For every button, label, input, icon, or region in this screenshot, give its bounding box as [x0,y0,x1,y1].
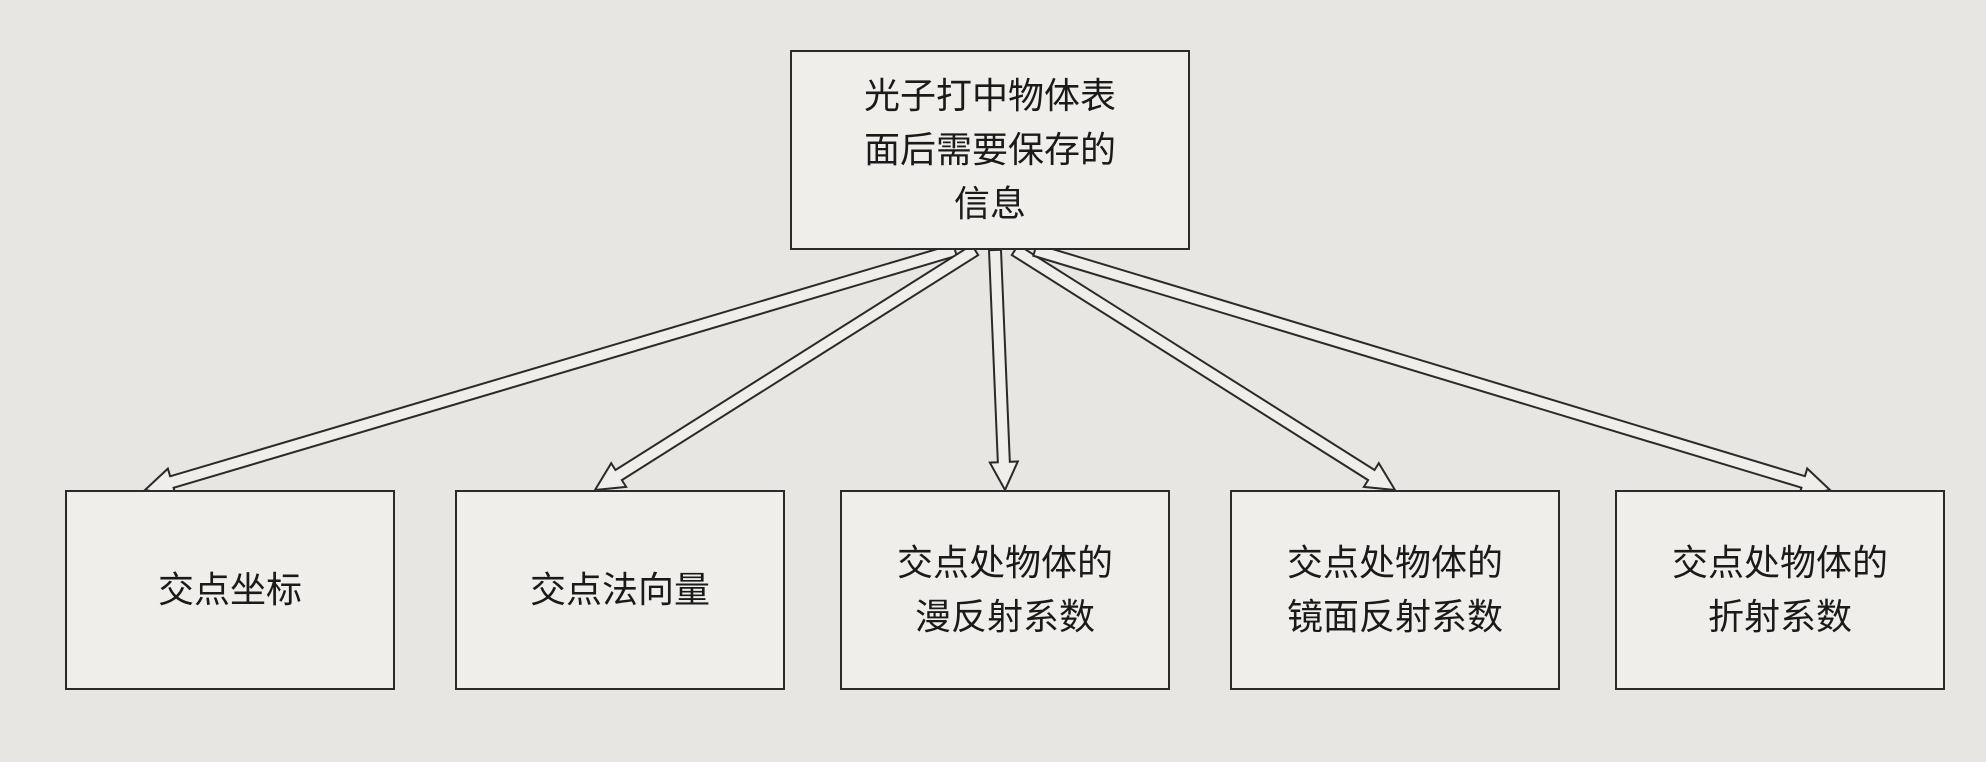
child-node-5-label: 交点处物体的折射系数 [1672,536,1888,644]
child-node-3-label: 交点处物体的漫反射系数 [897,536,1113,644]
root-node-label: 光子打中物体表面后需要保存的信息 [864,69,1116,231]
child-node-1: 交点坐标 [65,490,395,690]
child-node-5: 交点处物体的折射系数 [1615,490,1945,690]
child-node-4: 交点处物体的镜面反射系数 [1230,490,1560,690]
child-node-2: 交点法向量 [455,490,785,690]
child-node-3: 交点处物体的漫反射系数 [840,490,1170,690]
child-node-1-label: 交点坐标 [158,563,302,617]
root-node: 光子打中物体表面后需要保存的信息 [790,50,1190,250]
child-node-4-label: 交点处物体的镜面反射系数 [1287,536,1503,644]
child-node-2-label: 交点法向量 [530,563,710,617]
diagram-container: 光子打中物体表面后需要保存的信息 交点坐标 交点法向量 交点处物体的漫反射系数 … [0,0,1986,762]
